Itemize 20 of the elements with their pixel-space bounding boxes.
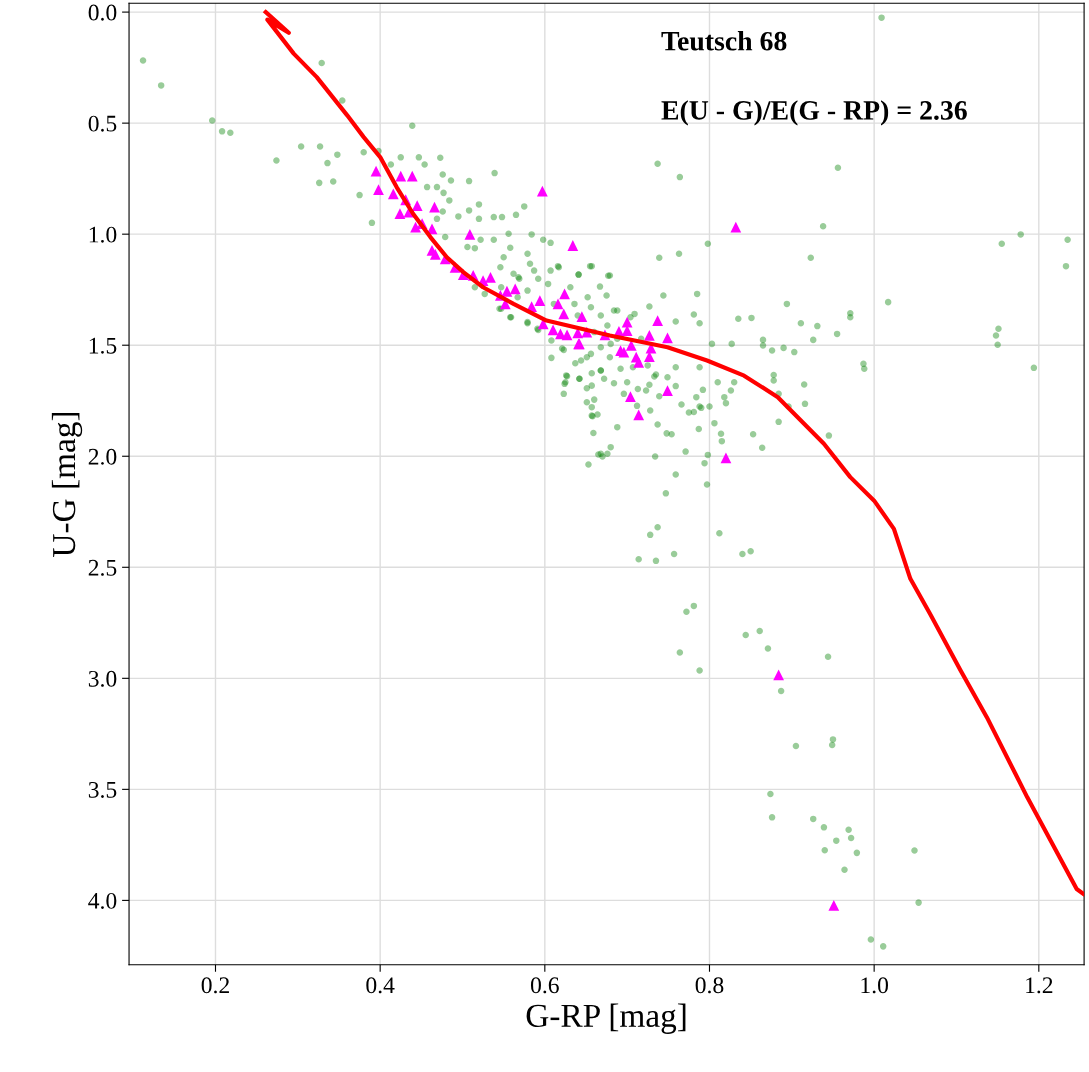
y-tick-label: 3.0: [88, 670, 117, 687]
y-tick-label: 1.0: [89, 226, 117, 243]
y-tick-label: 3.5: [88, 781, 117, 798]
x-tick-label: 0.4: [366, 977, 395, 994]
x-tick-label: 1.2: [1026, 977, 1053, 994]
y-tick-label: 1.5: [89, 337, 117, 354]
y-axis-title: U-G [mag]: [51, 412, 83, 557]
y-tick-label: 4.0: [88, 892, 117, 909]
x-tick-label: 1.0: [861, 977, 889, 994]
annotation: Teutsch 68: [661, 31, 787, 51]
y-tick-label: 0.0: [88, 4, 117, 21]
x-tick-label: 0.6: [530, 977, 559, 994]
annotation: E(U - G)/E(G - RP) = 2.36: [661, 100, 967, 126]
x-axis-title: G-RP [mag]: [526, 1003, 686, 1034]
x-tick-label: 0.8: [695, 977, 724, 994]
line-series: [263, 10, 1085, 896]
x-tick-label: 0.2: [201, 977, 229, 994]
y-tick-label: 0.5: [88, 115, 117, 132]
y-tick-label: 2.0: [88, 448, 117, 465]
y-tick-label: 2.5: [88, 559, 117, 576]
